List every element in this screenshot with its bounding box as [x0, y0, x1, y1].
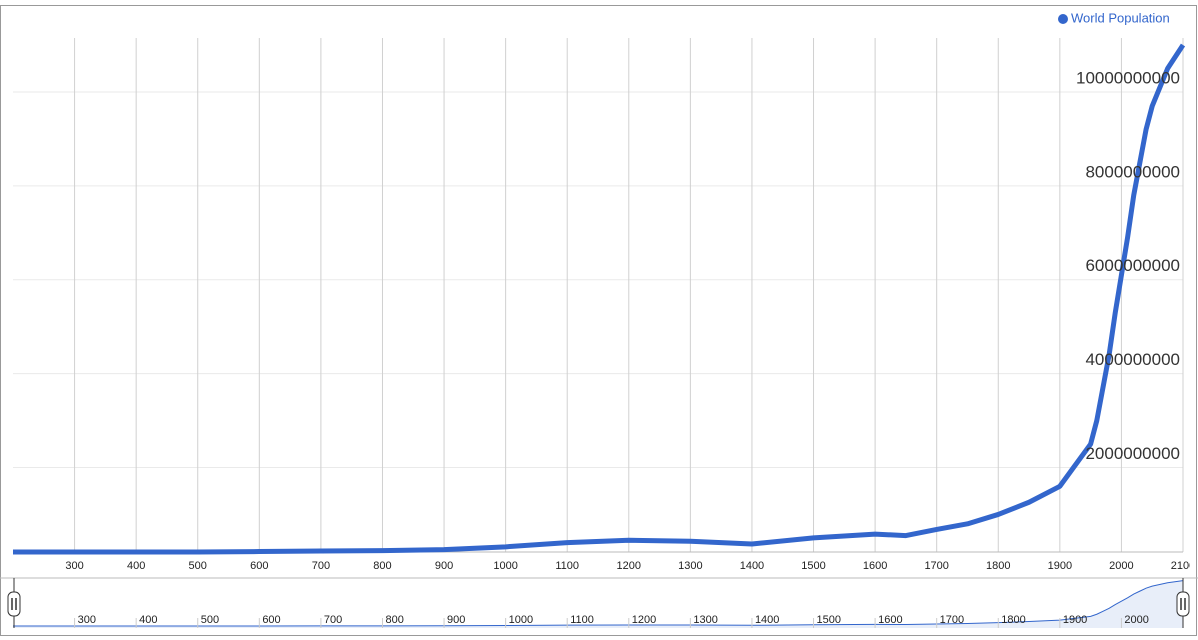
- navigator-tick-label: 1200: [632, 614, 656, 626]
- x-tick-label: 800: [373, 560, 391, 572]
- x-tick-label: 300: [65, 560, 83, 572]
- x-tick-label: 2000: [1109, 560, 1133, 572]
- navigator-line: [13, 580, 1184, 627]
- navigator-tick-label: 1800: [1001, 614, 1025, 626]
- navigator-tick-label: 1100: [570, 614, 594, 626]
- navigator-handle: [1176, 591, 1190, 617]
- x-tick-label: 1100: [555, 560, 579, 572]
- x-tick-label: 1300: [678, 560, 702, 572]
- plot: 300 400 500 600 700 800 900 1000 1100 1200 1300 140…: [13, 38, 1195, 572]
- navigator-area: [13, 580, 1183, 628]
- navigator-tick-label: 400: [139, 614, 157, 626]
- x-tick-label: 1000: [493, 560, 517, 572]
- navigator-tick-label: 1000: [509, 614, 533, 626]
- navigator-tick-label: 800: [385, 614, 403, 626]
- navigator-tick-label: 700: [324, 614, 342, 626]
- x-tick-label: 600: [250, 560, 268, 572]
- legend-label: World Population: [1071, 10, 1170, 25]
- navigator-tick-label: 1700: [940, 614, 964, 626]
- navigator-tick-label: 1900: [1063, 614, 1087, 626]
- y-tick-label: 8000000000: [1085, 162, 1180, 181]
- y-tick-label: 4000000000: [1085, 350, 1180, 369]
- legend: World Population: [1058, 10, 1170, 25]
- navigator-handle: [7, 591, 21, 617]
- navigator-tick-label: 1300: [693, 614, 717, 626]
- legend-marker: [1058, 14, 1068, 24]
- x-tick-label: 1900: [1048, 560, 1072, 572]
- navigator-tick-label: 900: [447, 614, 465, 626]
- navigator-tick-label: 300: [78, 614, 96, 626]
- x-tick-label: 700: [312, 560, 330, 572]
- y-tick-label: 2000000000: [1085, 444, 1180, 463]
- navigator-tick-label: 500: [201, 614, 219, 626]
- navigator-tick-label: 1600: [878, 614, 902, 626]
- x-tick-label: 500: [189, 560, 207, 572]
- navigator-tick-label: 600: [262, 614, 280, 626]
- navigator-tick-label: 2000: [1124, 614, 1148, 626]
- x-tick-label: 2100: [1171, 560, 1195, 572]
- x-tick-label: 1400: [740, 560, 764, 572]
- y-tick-label: 10000000000: [1076, 68, 1180, 87]
- frame: [0, 5, 1197, 636]
- x-tick-label: 400: [127, 560, 145, 572]
- y-tick-label: 6000000000: [1085, 256, 1180, 275]
- navigator-tick-label: 1500: [817, 614, 841, 626]
- series-line: [13, 43, 1186, 555]
- x-tick-label: 900: [435, 560, 453, 572]
- x-tick-label: 1600: [863, 560, 887, 572]
- x-tick-label: 1200: [617, 560, 641, 572]
- navigator-tick-label: 1400: [755, 614, 779, 626]
- x-tick-label: 1500: [801, 560, 825, 572]
- x-tick-label: 1800: [986, 560, 1010, 572]
- x-tick-label: 1700: [924, 560, 948, 572]
